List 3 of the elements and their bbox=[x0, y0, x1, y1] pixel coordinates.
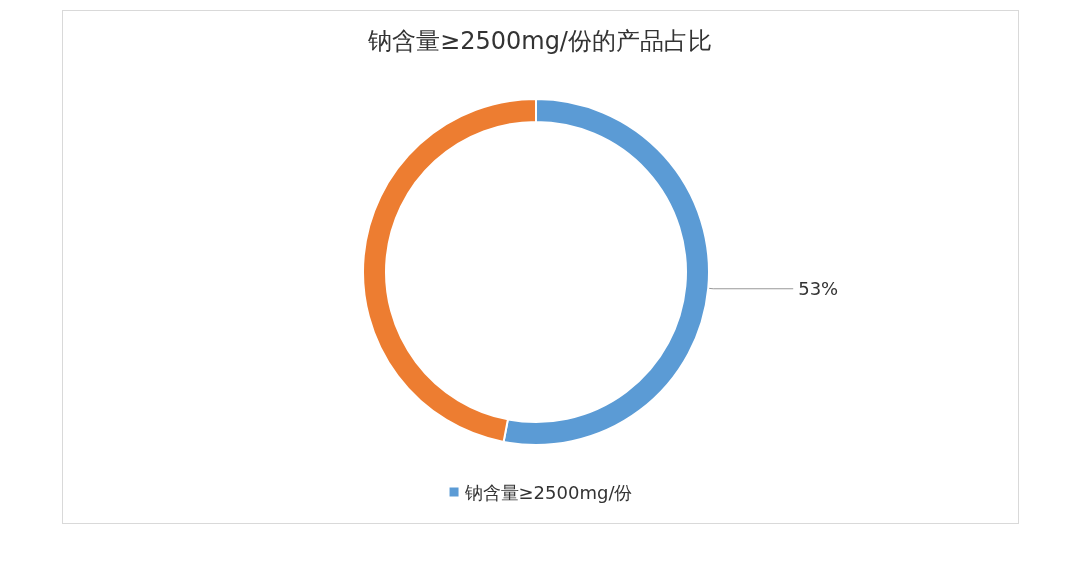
chart-title: 钠含量≥2500mg/份的产品占比 bbox=[367, 27, 712, 55]
legend-label: 钠含量≥2500mg/份 bbox=[463, 481, 633, 503]
data-label: 53% bbox=[798, 278, 839, 300]
